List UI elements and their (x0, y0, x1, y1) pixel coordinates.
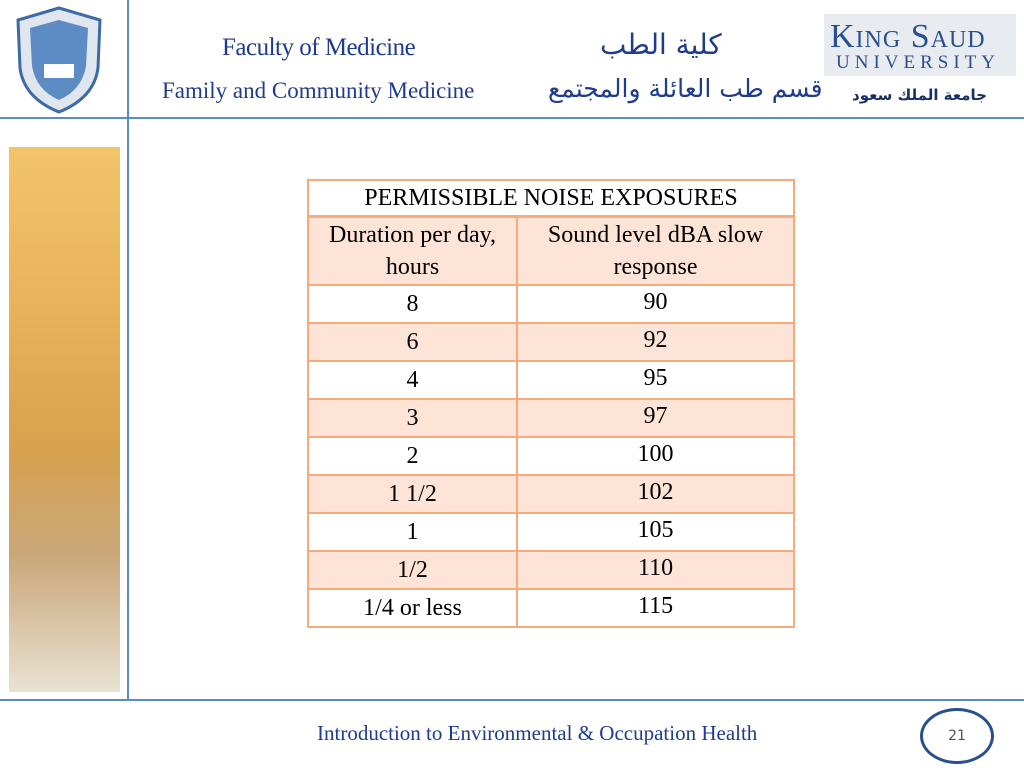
table-cell: 1 (306, 512, 519, 552)
table-row: 1 105 (306, 512, 795, 552)
table-row: 8 90 (306, 284, 795, 324)
table-cell: 95 (516, 360, 795, 400)
table-cell: 4 (306, 360, 519, 400)
header-row: Duration per day, hours Sound level dBA s… (306, 215, 795, 286)
table-cell: 110 (516, 550, 795, 590)
table-row: 6 92 (306, 322, 795, 362)
table-row: 2 100 (306, 436, 795, 476)
table-cell: 97 (516, 398, 795, 438)
column-header: Duration per day, hours (306, 215, 519, 286)
table-cell: 100 (516, 436, 795, 476)
table-cell: 3 (306, 398, 519, 438)
footer-rule (0, 699, 1024, 701)
table-cell: 2 (306, 436, 519, 476)
table-row: 1/4 or less 115 (306, 588, 795, 628)
table-cell: 1/2 (306, 550, 519, 590)
faculty-name-arabic: كلية الطب (600, 28, 722, 61)
table-cell: 90 (516, 284, 795, 324)
table-cell: 105 (516, 512, 795, 552)
header-rule (0, 117, 1024, 119)
table-row: 1 1/2 102 (306, 474, 795, 514)
campus-photo (9, 147, 120, 692)
university-logo (824, 14, 1016, 76)
university-name: King Saud (830, 18, 986, 55)
table-row: 1/2 110 (306, 550, 795, 590)
table-cell: 8 (306, 284, 519, 324)
university-name-arabic: جامعة الملك سعود (852, 86, 987, 104)
faculty-name: Faculty of Medicine (222, 34, 416, 61)
side-rule (127, 0, 129, 700)
title-row: PERMISSIBLE NOISE EXPOSURES (307, 179, 795, 218)
table-title: PERMISSIBLE NOISE EXPOSURES (307, 179, 795, 218)
table-cell: 1 1/2 (306, 474, 519, 514)
page-number: 21 (920, 708, 994, 764)
table-row: 3 97 (306, 398, 795, 438)
university-name: University (836, 52, 1000, 73)
table-row: 4 95 (306, 360, 795, 400)
column-header: Sound level dBA slow response (516, 215, 795, 286)
table-cell: 6 (306, 322, 519, 362)
table-cell: 92 (516, 322, 795, 362)
university-shield-logo (16, 6, 102, 114)
department-name: Family and Community Medicine (162, 78, 475, 103)
table-cell: 102 (516, 474, 795, 514)
footer-text: Introduction to Environmental & Occupati… (317, 721, 758, 745)
table-cell: 1/4 or less (306, 588, 519, 628)
noise-table: PERMISSIBLE NOISE EXPOSURES Duration per … (306, 179, 795, 628)
department-name-arabic: قسم طب العائلة والمجتمع (548, 74, 823, 103)
table-cell: 115 (516, 588, 795, 628)
